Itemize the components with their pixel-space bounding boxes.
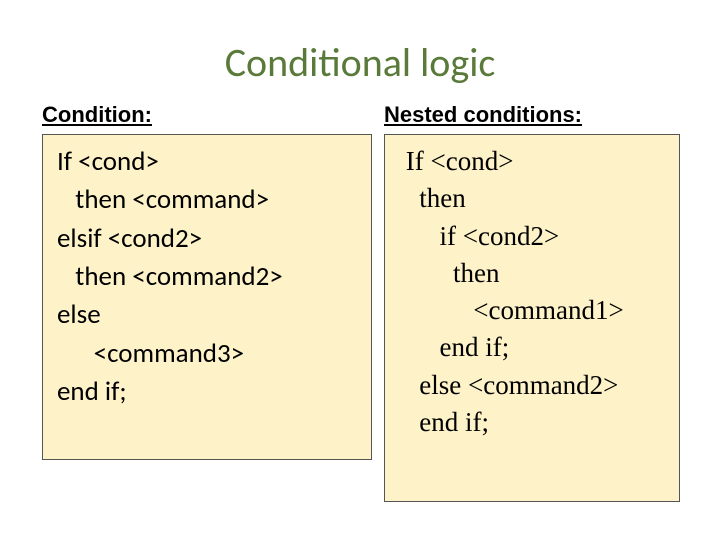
code-line: end if; bbox=[57, 373, 357, 411]
code-line: end if; bbox=[399, 329, 665, 366]
code-line: else <command2> bbox=[399, 367, 665, 404]
code-line: end if; bbox=[399, 404, 665, 441]
code-line: elsif <cond2> bbox=[57, 220, 357, 258]
code-line: If <cond> bbox=[399, 143, 665, 180]
code-line: then <command> bbox=[57, 181, 357, 219]
code-line: then <command2> bbox=[57, 258, 357, 296]
code-line: if <cond2> bbox=[399, 218, 665, 255]
code-line: <command1> bbox=[399, 292, 665, 329]
code-line: then bbox=[399, 255, 665, 292]
slide-title: Conditional logic bbox=[0, 38, 720, 87]
code-line: else bbox=[57, 296, 357, 334]
nested-conditions-label: Nested conditions: bbox=[384, 102, 582, 128]
condition-code-box: If <cond> then <command> elsif <cond2> t… bbox=[42, 134, 372, 460]
condition-label: Condition: bbox=[42, 102, 152, 128]
code-line: <command3> bbox=[57, 335, 357, 373]
code-line: If <cond> bbox=[57, 143, 357, 181]
code-line: then bbox=[399, 180, 665, 217]
nested-code-box: If <cond> then if <cond2> then <command1… bbox=[384, 134, 680, 502]
